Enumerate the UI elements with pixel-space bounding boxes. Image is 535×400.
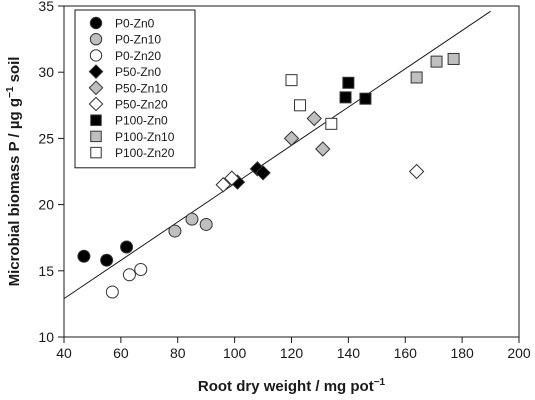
legend-marker-p0-zn20 xyxy=(89,49,103,62)
y-tick-label: 35 xyxy=(38,0,54,14)
plot-area xyxy=(63,10,491,300)
data-point-p50-zn20 xyxy=(215,177,231,193)
data-point-p100-zn0 xyxy=(359,92,372,105)
data-point-p100-zn20 xyxy=(294,99,307,112)
legend-marker-p50-zn0 xyxy=(88,64,104,79)
x-tick-label: 60 xyxy=(113,345,129,361)
data-point-p100-zn20 xyxy=(325,117,338,130)
x-tick-label: 140 xyxy=(337,345,361,361)
x-axis-title-superscript: −1 xyxy=(374,377,386,388)
legend-marker-p0-zn10 xyxy=(89,33,103,46)
legend-marker-p100-zn10 xyxy=(90,130,102,143)
y-axis-title: Microbial biomass P / µg g−1 soil xyxy=(5,57,23,287)
y-tick-label: 10 xyxy=(38,329,54,345)
legend: P0-Zn0 P0-Zn10 P0-Zn20 P50-Zn0 P50-Zn10 P50-Z… xyxy=(74,9,196,169)
x-tick-label: 100 xyxy=(223,345,247,361)
y-tick-label: 15 xyxy=(38,263,54,279)
y-tick-label: 30 xyxy=(38,64,54,80)
data-point-p100-zn10 xyxy=(430,55,443,68)
legend-label-p100-zn10: P100-Zn10 xyxy=(115,130,175,144)
x-tick-label: 200 xyxy=(507,345,531,361)
x-tick-label: 120 xyxy=(280,345,304,361)
legend-marker-p100-zn0 xyxy=(90,114,102,126)
legend-label-p0-zn10: P0-Zn10 xyxy=(115,33,161,47)
data-point-p0-zn10 xyxy=(185,212,199,226)
data-point-p100-zn10 xyxy=(447,52,460,65)
data-point-p100-zn0 xyxy=(339,91,352,104)
data-point-p0-zn20 xyxy=(105,285,119,299)
legend-label-p100-zn0: P100-Zn0 xyxy=(115,114,168,128)
data-point-p100-zn20 xyxy=(285,74,298,87)
legend-label-p50-zn10: P50-Zn10 xyxy=(115,81,168,95)
data-point-p0-zn10 xyxy=(199,217,213,231)
legend-label-p0-zn20: P0-Zn20 xyxy=(115,49,161,63)
y-tick-label: 20 xyxy=(38,197,54,213)
x-tick-label: 40 xyxy=(56,345,72,361)
legend-marker-p100-zn20 xyxy=(90,146,102,159)
data-point-p0-zn10 xyxy=(168,224,182,238)
legend-label-p50-zn20: P50-Zn20 xyxy=(115,98,168,112)
y-tick-label: 25 xyxy=(38,130,54,146)
data-point-p50-zn0 xyxy=(255,165,271,181)
data-point-p0-zn0 xyxy=(120,240,134,254)
data-point-p100-zn10 xyxy=(410,71,423,84)
legend-label-p50-zn0: P50-Zn0 xyxy=(115,65,161,79)
data-point-p100-zn0 xyxy=(342,76,355,89)
legend-marker-p50-zn20 xyxy=(88,96,104,112)
legend-label-p0-zn0: P0-Zn0 xyxy=(115,17,155,31)
legend-label-p100-zn20: P100-Zn20 xyxy=(115,146,175,160)
data-point-p50-zn20 xyxy=(408,163,425,180)
data-point-p0-zn0 xyxy=(100,253,114,267)
data-point-p50-zn10 xyxy=(315,141,331,157)
y-axis-title-superscript: −1 xyxy=(5,86,16,98)
data-point-p0-zn20 xyxy=(122,268,136,282)
y-axis-title-suffix: soil xyxy=(6,57,23,87)
data-point-p0-zn20 xyxy=(134,262,148,276)
data-point-p50-zn10 xyxy=(306,110,322,127)
data-point-p50-zn20 xyxy=(224,170,240,186)
x-tick-label: 160 xyxy=(394,345,418,361)
x-tick-label: 180 xyxy=(450,345,474,361)
x-tick-label: 80 xyxy=(170,345,186,361)
regression-line xyxy=(63,10,491,300)
data-point-p50-zn10 xyxy=(283,130,300,147)
data-point-p0-zn0 xyxy=(77,249,91,263)
legend-marker-p50-zn10 xyxy=(88,80,104,96)
legend-marker-p0-zn0 xyxy=(89,16,103,30)
axes: 40 60 80 100 120 140 160 180 200 10 15 20 25 30 35 Root… xyxy=(5,0,531,395)
x-axis-title: Root dry weight / mg pot−1 xyxy=(198,377,386,395)
